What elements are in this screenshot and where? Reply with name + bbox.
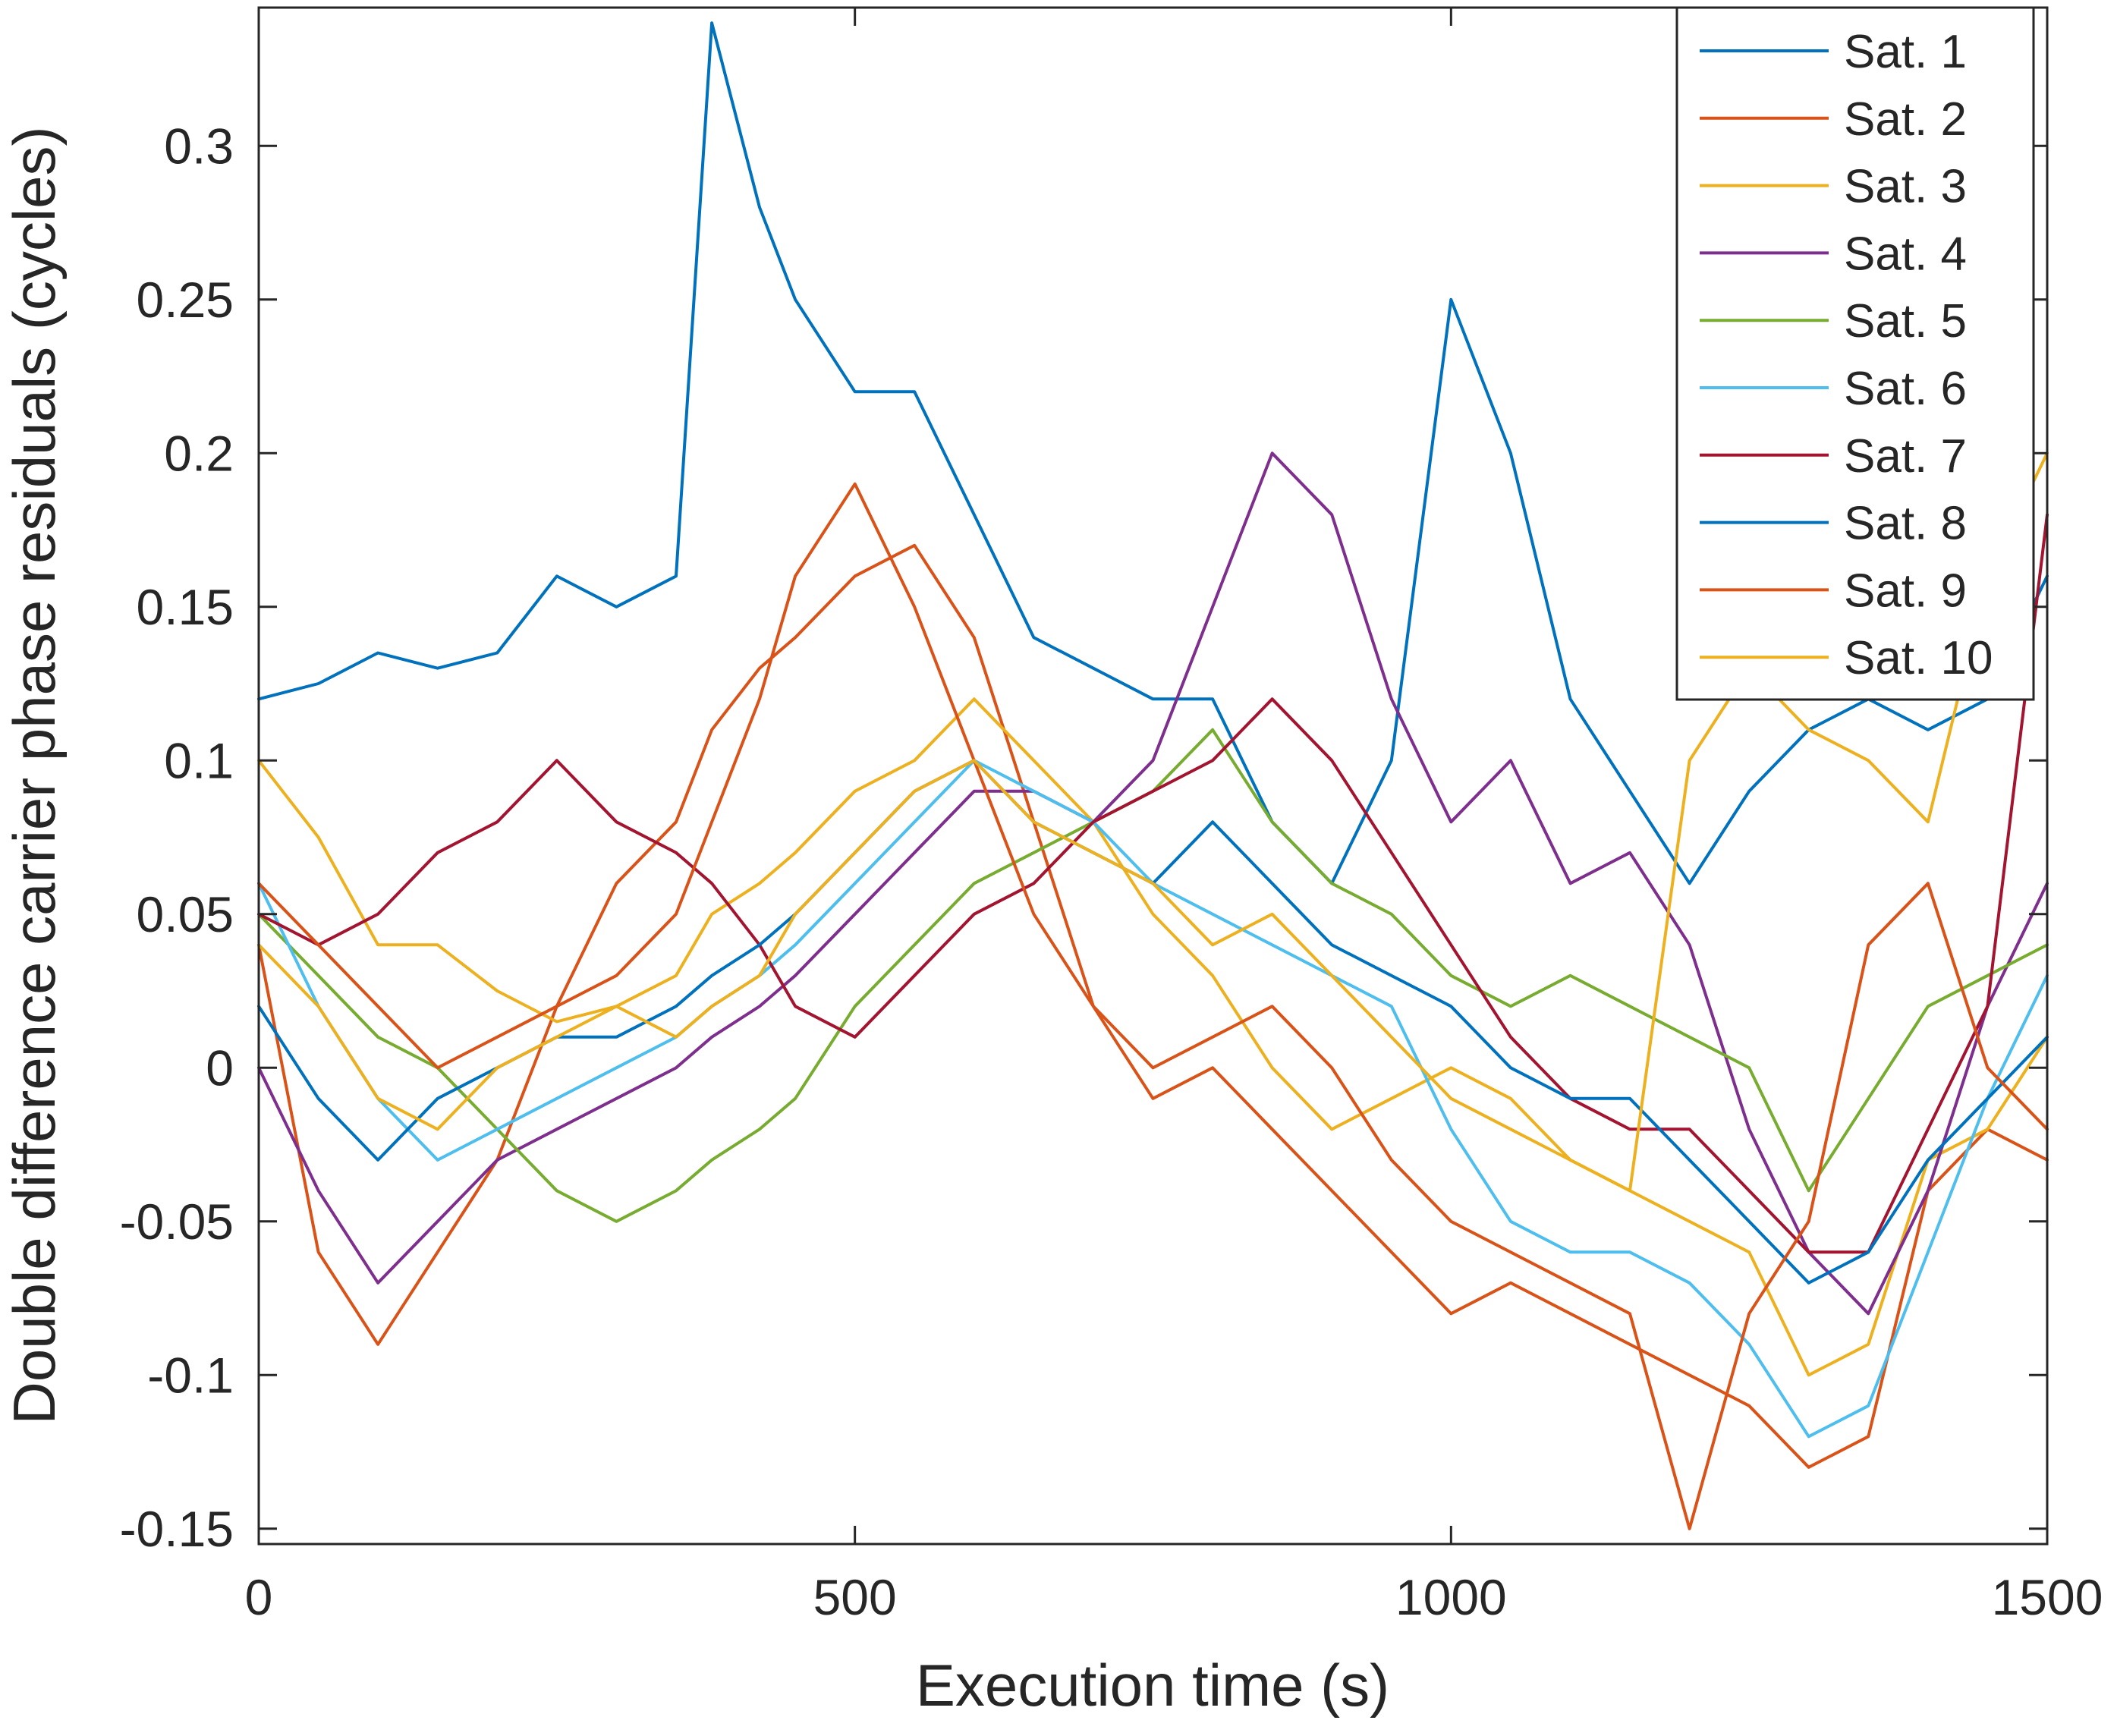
legend-label: Sat. 6 [1844,363,1967,415]
x-tick-label: 1500 [1992,1569,2103,1625]
legend: Sat. 1 Sat. 2 Sat. 3 Sat. 4 Sat. 5 Sat. 6 Sat.… [1675,6,2035,701]
y-tick-label: 0.2 [164,425,234,481]
legend-label: Sat. 10 [1844,632,1993,684]
y-tick-label: 0.3 [164,118,234,174]
legend-label: Sat. 8 [1844,498,1967,550]
x-axis-title: Execution time (s) [916,1652,1389,1719]
legend-label: Sat. 2 [1844,93,1967,146]
series-line-4 [257,451,2049,1316]
series-line-9 [257,482,2049,1530]
plot-frame [257,6,2049,1546]
series-line-6 [257,759,2049,1439]
y-tick-label: 0 [206,1039,234,1096]
y-tick-label: 0.25 [137,272,234,328]
series-line-2 [257,543,2049,1469]
tick-layer: 0 500 1000 1500 -0.15 -0.1 -0.05 0 0.05 0.1 0.15 0.… [120,8,2103,1625]
x-tick-label: 0 [245,1569,273,1625]
legend-label: Sat. 3 [1844,161,1967,213]
y-tick-label: 0.05 [137,886,234,942]
legend-box [1675,6,2035,701]
x-tick-label: 1000 [1395,1569,1507,1625]
y-tick-label: -0.05 [120,1194,234,1250]
y-tick-label: 0.1 [164,732,234,788]
y-tick-label: -0.15 [120,1501,234,1557]
legend-label: Sat. 7 [1844,430,1967,483]
legend-items: Sat. 1 Sat. 2 Sat. 3 Sat. 4 Sat. 5 Sat. 6 Sat.… [1700,26,1993,684]
legend-label: Sat. 9 [1844,565,1967,617]
legend-label: Sat. 1 [1844,26,1967,78]
series-line-7 [257,513,2049,1254]
legend-label: Sat. 4 [1844,228,1967,280]
x-tick-label: 500 [813,1569,897,1625]
y-axis-title: Double difference carrier phase residual… [1,126,68,1424]
series-line-1 [257,21,2049,885]
y-tick-label: -0.1 [147,1347,234,1403]
legend-label: Sat. 5 [1844,295,1967,348]
y-tick-label: 0.15 [137,579,234,635]
